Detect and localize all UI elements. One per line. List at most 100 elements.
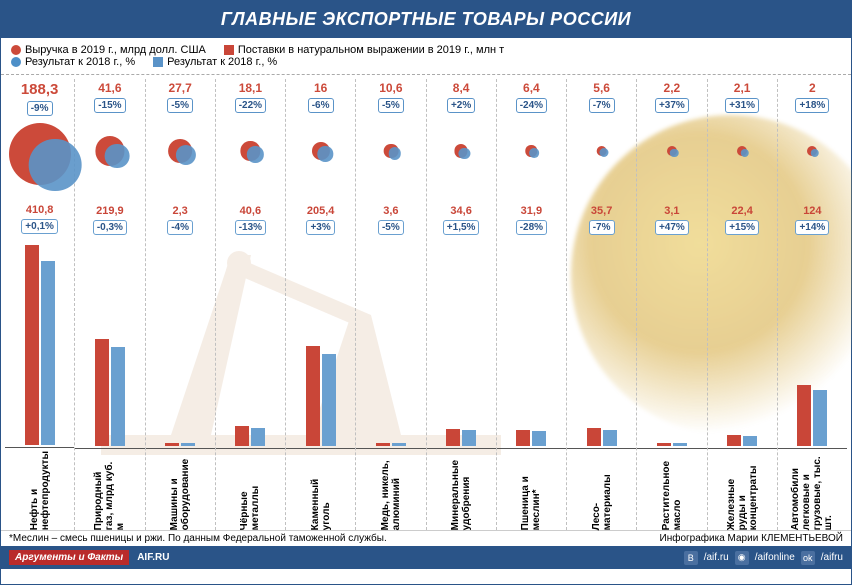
- volume-bar-blue: [813, 390, 827, 446]
- instagram-icon: ◉: [735, 551, 749, 565]
- footnote-text: *Меслин – смесь пшеницы и ржи. По данным…: [9, 533, 387, 544]
- volume-bar-blue: [111, 347, 125, 445]
- revenue-circle-blue: [811, 149, 820, 158]
- revenue-circles: [5, 119, 74, 189]
- volume-bars: [216, 236, 285, 446]
- revenue-circle-blue: [176, 145, 196, 165]
- revenue-pct-badge: -7%: [589, 98, 615, 113]
- volume-value: 22,4: [708, 205, 777, 217]
- revenue-pct-badge: +31%: [725, 98, 759, 113]
- ig-handle: /aifonline: [755, 552, 795, 563]
- footer: Аргументы и Факты AIF.RU B /aif.ru ◉ /ai…: [1, 546, 851, 569]
- aif-logo: Аргументы и Факты: [9, 550, 129, 565]
- volume-bars: [356, 236, 425, 446]
- volume-pct-badge: +1,5%: [443, 220, 480, 235]
- category-column: 16 -6% 205,4 +3% Каменный уголь: [286, 79, 356, 530]
- volume-bar-blue: [181, 443, 195, 446]
- legend-revenue: Выручка в 2019 г., млрд долл. США: [11, 44, 206, 56]
- volume-pct-badge: -7%: [589, 220, 615, 235]
- revenue-value: 5,6: [567, 79, 636, 95]
- revenue-pct-badge: -5%: [378, 98, 404, 113]
- vk-icon: B: [684, 551, 698, 565]
- volume-bar-red: [165, 443, 179, 446]
- credit-text: Инфографика Марии КЛЕМЕНТЬЕВОЙ: [660, 533, 843, 544]
- category-column: 2,1 +31% 22,4 +15% Железные руды и конце…: [708, 79, 778, 530]
- legend-volume-pct: Результат к 2018 г., %: [153, 56, 277, 68]
- volume-bar-red: [376, 443, 390, 446]
- volume-bar-red: [727, 435, 741, 446]
- legend-label: Результат к 2018 г., %: [25, 56, 135, 68]
- revenue-circles: [75, 116, 144, 186]
- category-label: Чёрные металлы: [239, 452, 261, 530]
- revenue-circles: [637, 116, 706, 186]
- revenue-value: 2,2: [637, 79, 706, 95]
- category-label: Природный газ, млрд куб. м: [93, 452, 126, 530]
- volume-bar-blue: [462, 430, 476, 445]
- legend-label: Поставки в натуральном выражении в 2019 …: [238, 44, 504, 56]
- volume-bar-blue: [603, 430, 617, 446]
- volume-bar-red: [797, 385, 811, 445]
- volume-bar-blue: [41, 261, 55, 445]
- category-column: 18,1 -22% 40,6 -13% Чёрные металлы: [216, 79, 286, 530]
- chart-area: 188,3 -9% 410,8 +0,1% Нефть и нефтепроду…: [1, 75, 851, 530]
- volume-bar-red: [306, 346, 320, 446]
- revenue-circles: [146, 116, 215, 186]
- volume-bars: [286, 236, 355, 446]
- volume-bar-red: [25, 245, 39, 445]
- category-column: 41,6 -15% 219,9 -0,3% Природный газ, млр…: [75, 79, 145, 530]
- ok-handle: /aifru: [821, 552, 843, 563]
- revenue-pct-badge: -24%: [516, 98, 547, 113]
- volume-bars: [75, 236, 144, 446]
- vk-handle: /aif.ru: [704, 552, 729, 563]
- revenue-pct-badge: -9%: [27, 101, 53, 116]
- category-column: 188,3 -9% 410,8 +0,1% Нефть и нефтепроду…: [5, 79, 75, 530]
- social-links: B /aif.ru ◉ /aifonline ok /aifru: [684, 551, 843, 565]
- revenue-value: 41,6: [75, 79, 144, 95]
- revenue-pct-badge: +18%: [795, 98, 829, 113]
- revenue-value: 10,6: [356, 79, 425, 95]
- category-label: Медь, никель, алюминий: [380, 452, 402, 530]
- volume-value: 2,3: [146, 205, 215, 217]
- category-label: Автомобили легковые и грузовые, тыс. шт.: [790, 452, 834, 530]
- volume-pct-badge: -28%: [516, 220, 547, 235]
- volume-bars: [146, 236, 215, 446]
- category-label: Растительное масло: [661, 452, 683, 530]
- volume-bar-red: [657, 443, 671, 446]
- volume-value: 3,1: [637, 205, 706, 217]
- revenue-circles: [427, 116, 496, 186]
- dot-icon: [11, 45, 21, 55]
- volume-pct-badge: -4%: [167, 220, 193, 235]
- ok-icon: ok: [801, 551, 815, 565]
- volume-bar-red: [235, 426, 249, 446]
- volume-bars: [5, 235, 74, 445]
- volume-bar-blue: [532, 431, 546, 445]
- volume-value: 219,9: [75, 205, 144, 217]
- category-column: 2 +18% 124 +14% Автомобили легковые и гр…: [778, 79, 847, 530]
- revenue-value: 18,1: [216, 79, 285, 95]
- volume-value: 40,6: [216, 205, 285, 217]
- revenue-value: 2,1: [708, 79, 777, 95]
- volume-bar-blue: [392, 443, 406, 446]
- volume-bars: [497, 236, 566, 446]
- category-column: 6,4 -24% 31,9 -28% Пшеница и меслин*: [497, 79, 567, 530]
- revenue-circle-blue: [247, 146, 263, 162]
- volume-bar-red: [587, 428, 601, 445]
- volume-value: 3,6: [356, 205, 425, 217]
- revenue-circle-blue: [740, 149, 749, 158]
- revenue-pct-badge: +37%: [655, 98, 689, 113]
- volume-bars: [708, 236, 777, 446]
- volume-bar-red: [516, 430, 530, 446]
- legend: Выручка в 2019 г., млрд долл. США Постав…: [1, 38, 851, 75]
- category-column: 27,7 -5% 2,3 -4% Машины и оборудование: [146, 79, 216, 530]
- site-url: AIF.RU: [137, 552, 169, 563]
- revenue-pct-badge: -5%: [167, 98, 193, 113]
- volume-bars: [427, 236, 496, 446]
- volume-value: 31,9: [497, 205, 566, 217]
- volume-bars: [778, 236, 847, 446]
- category-label: Минеральные удобрения: [450, 452, 472, 530]
- revenue-circle-blue: [29, 139, 82, 192]
- volume-pct-badge: -5%: [378, 220, 404, 235]
- revenue-circles: [567, 116, 636, 186]
- revenue-circles: [216, 116, 285, 186]
- volume-bars: [637, 236, 706, 446]
